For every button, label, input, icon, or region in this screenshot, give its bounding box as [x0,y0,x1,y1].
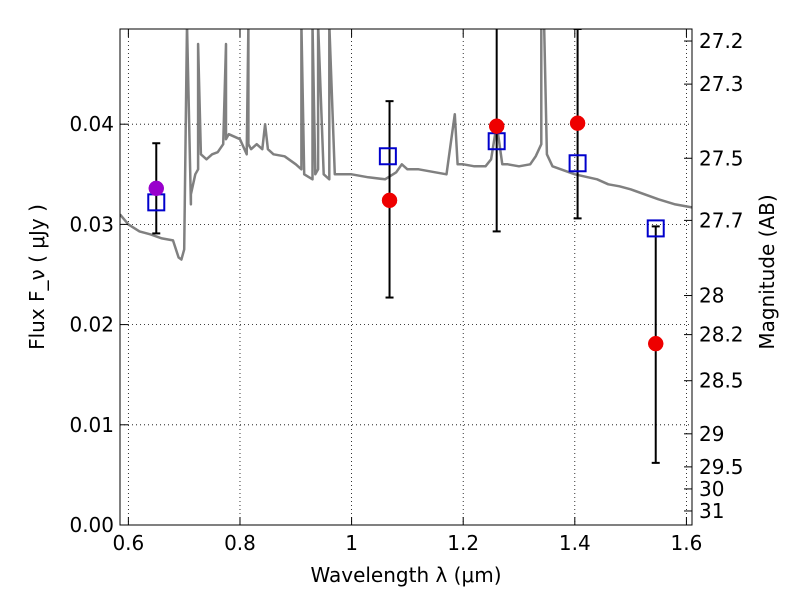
observed-photometry-point [381,192,398,209]
model-photometry-square [646,219,665,238]
magnitude-tick-label: 27.2 [699,29,744,53]
y-axis-label-left: Flux F_ν ( μJy ) [25,204,49,350]
magnitude-tick-label: 27.7 [699,208,744,232]
plot-frame [119,28,693,526]
y-tick-label: 0.03 [69,212,114,236]
x-tick-label: 0.6 [112,531,144,555]
model-photometry-layer [147,132,665,238]
y-tick-label: 0.04 [69,112,114,136]
model-photometry-square [378,147,397,166]
x-tick-label: 1.6 [671,531,703,555]
observed-photometry-point [647,335,664,352]
errorbar-layer [152,29,660,464]
observed-photometry-point [148,180,165,197]
axis-ticks [120,29,692,526]
magnitude-tick-label: 28 [699,284,724,308]
y-tick-label: 0.01 [69,413,114,437]
x-tick-label: 0.8 [224,531,256,555]
x-axis-label: Wavelength λ (μm) [310,563,501,587]
magnitude-tick-label: 30 [699,477,724,501]
x-tick-label: 1.4 [559,531,591,555]
observed-photometry-point [488,118,505,134]
magnitude-tick-label: 28.2 [699,323,744,347]
y-tick-label: 0.02 [69,313,114,337]
magnitude-tick-label: 31 [699,499,724,523]
magnitude-tick-label: 29 [699,422,724,446]
model-spectrum-line [120,29,692,261]
observed-photometry-layer [148,115,664,352]
model-spectrum-layer [120,29,692,261]
observed-photometry-point [569,115,586,131]
tick-labels: 0.6 0.8 1 1.2 1.4 1.6 0.00 0.01 0.02 0.03 0.04 27.2… [69,29,743,555]
magnitude-tick-label: 27.5 [699,146,744,170]
y-axis-label-right: Magnitude (AB) [755,194,779,349]
magnitude-tick-label: 29.5 [699,455,744,479]
model-photometry-square [568,154,587,173]
magnitude-tick-label: 27.3 [699,72,744,96]
y-tick-label: 0.00 [69,513,114,537]
x-tick-label: 1.2 [447,531,479,555]
grid-lines [120,29,692,526]
x-tick-label: 1 [345,531,358,555]
magnitude-tick-label: 28.5 [699,369,744,393]
